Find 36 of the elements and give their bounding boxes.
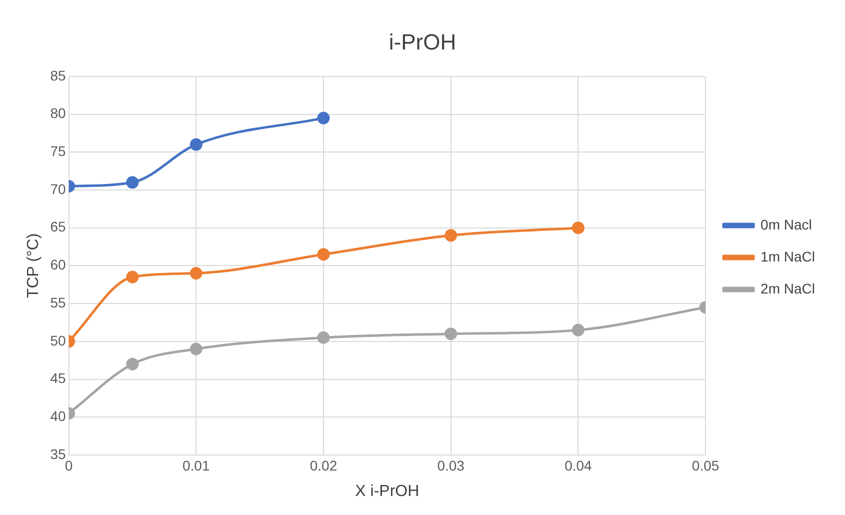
x-tick-label: 0.02 bbox=[310, 457, 338, 474]
y-tick-label: 60 bbox=[50, 256, 66, 273]
y-tick-label: 75 bbox=[50, 142, 66, 159]
chart-title: i-PrOH bbox=[388, 29, 456, 54]
x-tick-label: 0.04 bbox=[564, 457, 592, 474]
point bbox=[190, 342, 202, 356]
x-tick-label: 0 bbox=[64, 457, 73, 474]
y-tick-label: 50 bbox=[50, 332, 66, 348]
y-tick-label: 65 bbox=[50, 218, 66, 235]
point bbox=[190, 138, 202, 151]
point bbox=[126, 270, 139, 284]
y-tick-label: 55 bbox=[50, 294, 66, 310]
y-tick-label: 85 bbox=[50, 67, 66, 84]
y-tick-label: 70 bbox=[50, 180, 66, 197]
point bbox=[317, 248, 330, 261]
legend-label: 2m NaCl bbox=[760, 280, 816, 296]
point bbox=[572, 324, 584, 336]
y-tick-label: 45 bbox=[50, 370, 66, 386]
y-axis-title: TCP (°C) bbox=[25, 233, 42, 298]
legend-label: 1m NaCl bbox=[760, 248, 816, 264]
y-tick-label: 80 bbox=[50, 105, 66, 122]
y-tick-label: 40 bbox=[50, 408, 66, 424]
point bbox=[126, 358, 139, 370]
point bbox=[317, 112, 330, 124]
y-tick-label: 35 bbox=[50, 446, 66, 462]
point bbox=[190, 267, 202, 280]
point bbox=[444, 328, 458, 340]
x-axis-title: X i-PrOH bbox=[355, 482, 420, 500]
point bbox=[126, 176, 139, 189]
x-tick-label: 0.01 bbox=[182, 457, 210, 474]
point bbox=[572, 222, 584, 234]
x-tick-label: 0.05 bbox=[692, 457, 720, 474]
point bbox=[317, 331, 330, 344]
point bbox=[444, 229, 458, 242]
x-tick-label: 0.03 bbox=[437, 457, 465, 474]
legend-label: 0m Nacl bbox=[760, 216, 812, 232]
